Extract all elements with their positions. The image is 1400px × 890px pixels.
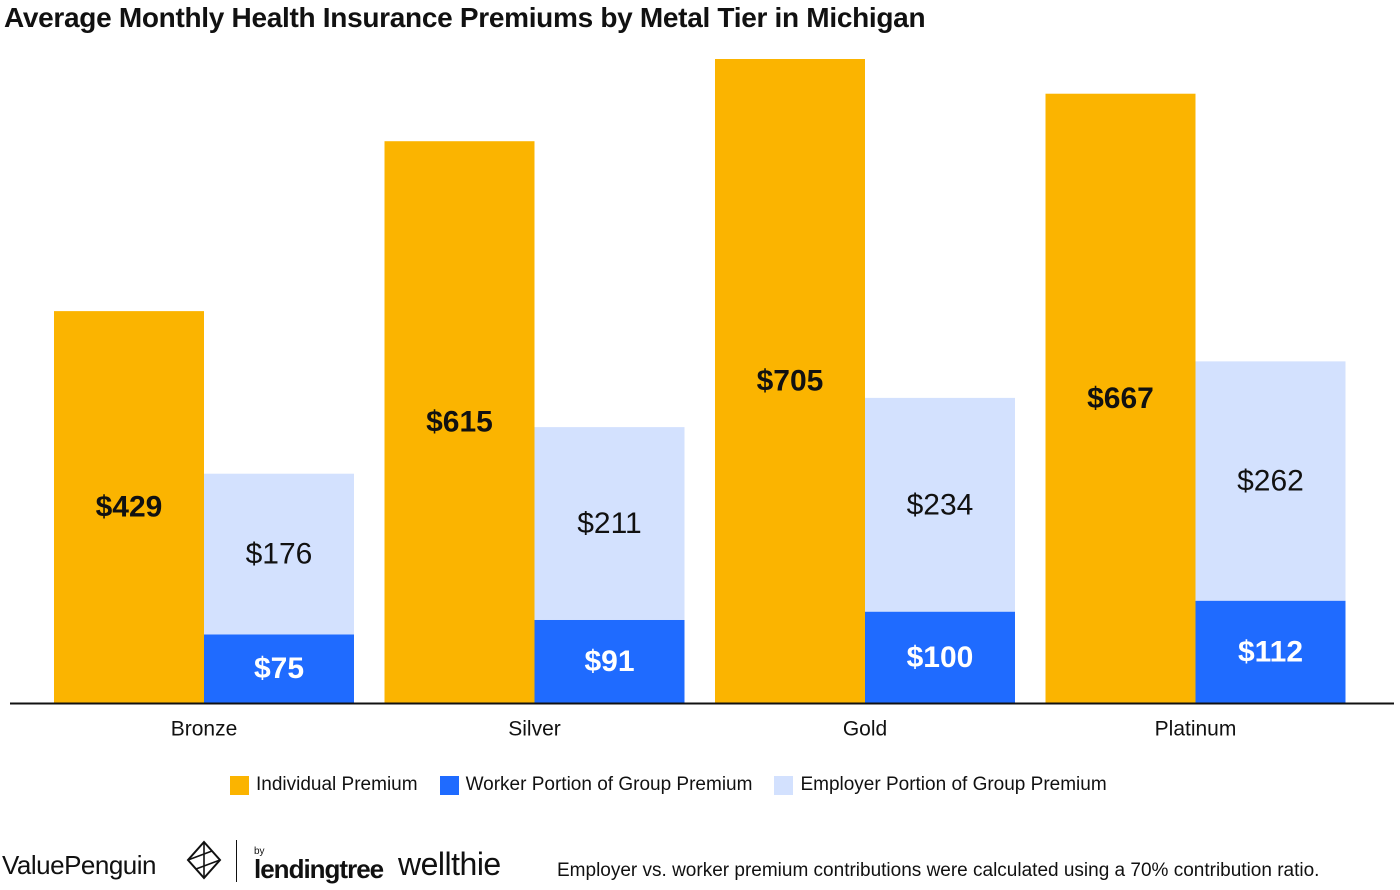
bar-employer-silver	[534, 427, 685, 620]
bar-employer-platinum	[1195, 361, 1346, 601]
label-employer-silver: $211	[577, 507, 642, 540]
footnote: Employer vs. worker premium contribution…	[557, 860, 1320, 881]
label-employer-gold: $234	[907, 488, 974, 521]
label-individual-platinum: $667	[1087, 382, 1154, 415]
bar-worker-silver	[534, 619, 685, 703]
x-tick-label-bronze: Bronze	[171, 718, 238, 741]
legend-item-worker: Worker Portion of Group Premium	[439, 774, 753, 796]
chart-title: Average Monthly Health Insurance Premium…	[4, 2, 926, 33]
bar-individual-silver	[384, 141, 535, 703]
bar-individual-bronze	[54, 311, 204, 703]
bar-chart: $429 $75 $176 Bronze $615 $91 $211 Silver $705 $1…	[10, 59, 1394, 741]
label-individual-silver: $615	[426, 406, 493, 439]
legend-label-worker: Worker Portion of Group Premium	[465, 774, 753, 795]
bar-employer-gold	[865, 397, 1015, 612]
legend-swatch-employer	[774, 775, 794, 795]
label-worker-silver: $91	[584, 645, 634, 678]
logo-divider	[236, 840, 237, 882]
footer: ValuePenguin by lendingtree wellthie Emp…	[0, 830, 1400, 890]
legend-swatch-individual	[230, 775, 249, 795]
lendingtree-by-text: by	[254, 846, 265, 857]
label-employer-platinum: $262	[1237, 465, 1304, 498]
bar-worker-bronze	[204, 634, 354, 703]
label-worker-bronze: $75	[254, 652, 304, 685]
bar-worker-platinum	[1195, 600, 1346, 703]
label-employer-bronze: $176	[246, 538, 313, 571]
label-worker-gold: $100	[907, 641, 974, 674]
legend: Individual Premium Worker Portion of Gro…	[230, 774, 1129, 796]
label-individual-bronze: $429	[96, 491, 163, 524]
bar-worker-gold	[865, 611, 1015, 703]
x-tick-label-silver: Silver	[508, 718, 561, 741]
legend-label-individual: Individual Premium	[256, 774, 418, 795]
legend-item-employer: Employer Portion of Group Premium	[774, 774, 1107, 796]
legend-label-employer: Employer Portion of Group Premium	[800, 774, 1107, 795]
valuepenguin-logo: ValuePenguin	[2, 850, 157, 880]
label-individual-gold: $705	[757, 365, 824, 398]
x-tick-label-gold: Gold	[843, 718, 887, 741]
bar-individual-platinum	[1045, 93, 1196, 704]
lendingtree-logo: lendingtree	[254, 854, 384, 884]
legend-swatch-worker	[439, 775, 459, 795]
wellthie-logo: wellthie	[398, 846, 501, 882]
x-tick-label-platinum: Platinum	[1155, 718, 1237, 741]
bar-employer-bronze	[204, 473, 354, 635]
bar-individual-gold	[715, 59, 865, 703]
valuepenguin-logo-icon	[186, 840, 222, 885]
label-worker-platinum: $112	[1238, 635, 1303, 668]
legend-item-individual: Individual Premium	[230, 774, 418, 796]
